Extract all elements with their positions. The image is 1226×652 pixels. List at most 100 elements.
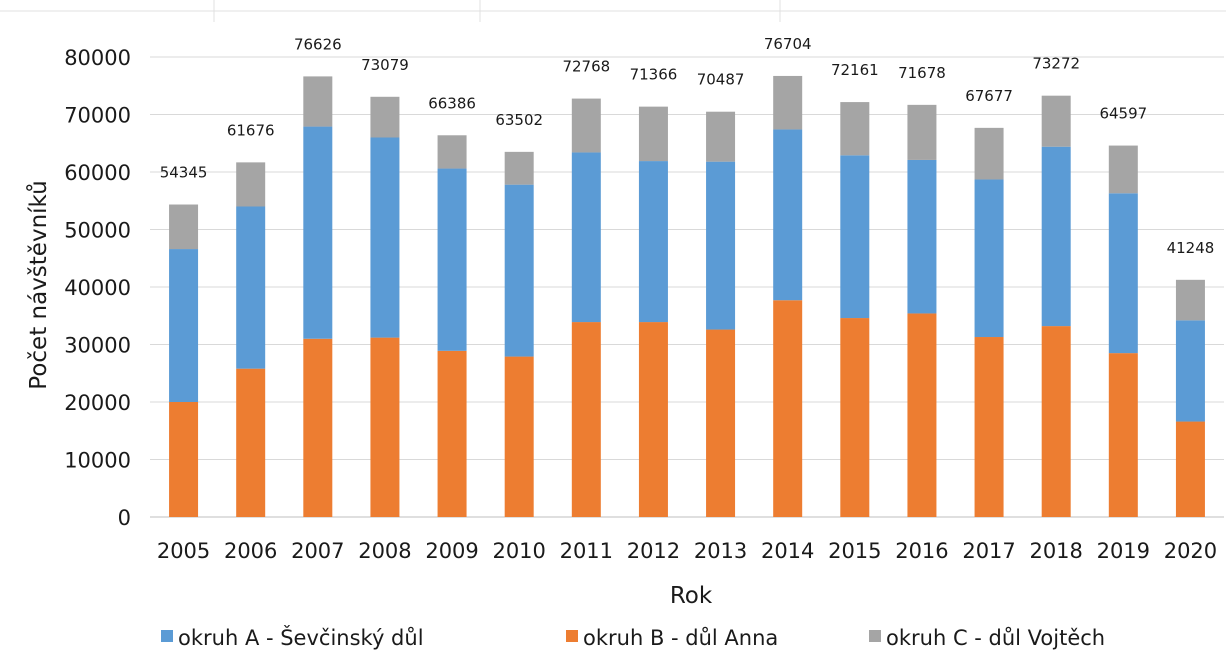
bar-segment	[370, 137, 400, 338]
bar-segment	[169, 402, 199, 517]
legend-label: okruh C - důl Vojtěch	[886, 626, 1105, 650]
bar-total-label: 54345	[160, 164, 208, 182]
bar-segment	[370, 337, 400, 517]
bar-total-label: 71366	[630, 66, 678, 84]
x-tick-label: 2005	[157, 539, 210, 563]
bar-segment	[303, 338, 333, 517]
y-tick-label: 50000	[64, 219, 131, 243]
x-tick-label: 2009	[425, 539, 478, 563]
bar-total-label: 61676	[227, 121, 275, 139]
bar-segment	[370, 96, 400, 138]
bar-total-label: 76704	[764, 35, 812, 53]
bar-segment	[504, 356, 534, 517]
bar-segment	[236, 206, 266, 369]
bar-segment	[1041, 326, 1071, 517]
bar-segment	[1108, 145, 1138, 194]
y-axis-tick-labels: 0 10000 20000 30000 40000 50000 60000 70000 8000…	[64, 46, 131, 530]
y-tick-label: 30000	[64, 334, 131, 358]
bar-segment	[169, 204, 199, 250]
x-tick-label: 2008	[358, 539, 411, 563]
y-tick-label: 80000	[64, 46, 131, 70]
legend: okruh A - Ševčinský důl okruh B - důl Ann…	[161, 625, 1105, 650]
x-tick-label: 2007	[291, 539, 344, 563]
bar-segment	[437, 135, 467, 169]
bars	[169, 75, 1205, 517]
x-tick-label: 2016	[895, 539, 948, 563]
x-tick-label: 2012	[627, 539, 680, 563]
bar-segment	[1041, 146, 1071, 327]
bar-segment	[437, 350, 467, 517]
legend-label: okruh A - Ševčinský důl	[178, 625, 424, 650]
legend-swatch	[869, 630, 881, 642]
bar-segment	[907, 313, 937, 517]
bar-total-label: 66386	[428, 94, 476, 112]
bar-segment	[773, 75, 803, 130]
bar-segment	[236, 368, 266, 517]
bar-segment	[571, 152, 601, 323]
bar-segment	[773, 300, 803, 517]
bar-segment	[504, 151, 534, 185]
bar-segment	[1108, 193, 1138, 354]
y-tick-label: 60000	[64, 161, 131, 185]
x-tick-label: 2011	[560, 539, 613, 563]
bar-segment	[840, 318, 870, 517]
bar-segment	[907, 159, 937, 314]
x-tick-label: 2010	[492, 539, 545, 563]
x-axis-tick-labels: 2005 2006 2007 2008 2009 2010 2011 2012 2013 2014…	[157, 539, 1217, 563]
y-tick-label: 10000	[64, 449, 131, 473]
x-tick-label: 2014	[761, 539, 814, 563]
top-frame	[0, 0, 1226, 22]
bar-total-label: 76626	[294, 35, 342, 53]
bar-segment	[706, 161, 736, 330]
bar-segment	[1108, 353, 1138, 517]
bar-total-label: 73272	[1032, 55, 1080, 73]
bar-total-label: 71678	[898, 64, 946, 82]
bar-segment	[1175, 421, 1205, 517]
x-tick-label: 2015	[828, 539, 881, 563]
legend-label: okruh B - důl Anna	[583, 626, 778, 650]
legend-swatch	[566, 630, 578, 642]
bar-total-label: 72768	[562, 58, 610, 76]
bar-total-label: 72161	[831, 61, 879, 79]
y-tick-label: 0	[118, 506, 131, 530]
bar-segment	[169, 249, 199, 402]
x-tick-label: 2018	[1029, 539, 1082, 563]
bar-total-label: 41248	[1167, 239, 1215, 257]
y-axis-title: Počet návštěvníků	[25, 180, 52, 389]
bar-total-label: 67677	[965, 87, 1013, 105]
bar-total-label: 63502	[495, 111, 543, 129]
bar-segment	[303, 126, 333, 339]
bar-segment	[706, 329, 736, 517]
bar-total-label: 73079	[361, 56, 409, 74]
bar-total-label: 70487	[697, 71, 745, 89]
bar-segment	[974, 127, 1004, 180]
bar-segment	[1175, 279, 1205, 321]
bar-segment	[1041, 95, 1071, 147]
bar-segment	[907, 104, 937, 160]
x-tick-label: 2013	[694, 539, 747, 563]
bar-segment	[571, 322, 601, 517]
bar-segment	[974, 337, 1004, 517]
x-tick-label: 2006	[224, 539, 277, 563]
bar-segment	[638, 106, 668, 162]
x-tick-label: 2017	[962, 539, 1015, 563]
bar-segment	[303, 76, 333, 127]
bar-segment	[840, 155, 870, 319]
bar-total-labels: 54345 61676 76626 73079 66386 63502 72768 71366…	[160, 35, 1215, 257]
bar-total-label: 64597	[1099, 105, 1147, 123]
x-axis-title: Rok	[670, 583, 713, 609]
bar-segment	[638, 161, 668, 323]
y-tick-label: 40000	[64, 276, 131, 300]
bar-segment	[236, 162, 266, 207]
bar-segment	[571, 98, 601, 153]
x-tick-label: 2020	[1164, 539, 1217, 563]
x-tick-label: 2019	[1097, 539, 1150, 563]
bar-segment	[974, 179, 1004, 338]
bar-segment	[638, 322, 668, 517]
y-tick-label: 20000	[64, 391, 131, 415]
bar-segment	[773, 129, 803, 301]
y-tick-label: 70000	[64, 104, 131, 128]
bar-segment	[1175, 320, 1205, 422]
bar-segment	[706, 111, 736, 162]
